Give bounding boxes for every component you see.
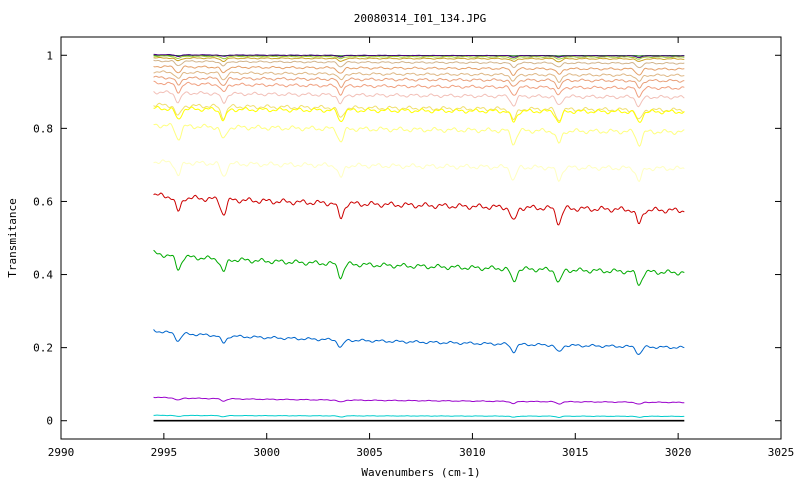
series-line-4: [153, 56, 685, 63]
x-tick-label: 3010: [459, 446, 486, 459]
series-line-10: [153, 90, 685, 108]
y-tick-label: 0.4: [33, 269, 53, 282]
series-line-13: [153, 122, 685, 147]
series-group: [153, 53, 685, 422]
x-axis: 2990 2995 3000 3005 3010 3015 3020 3025: [48, 37, 795, 459]
x-tick-label: 3020: [665, 446, 692, 459]
plot-frame: [60, 36, 782, 440]
series-line-16: [153, 249, 685, 286]
x-tick-label: 2990: [48, 446, 75, 459]
x-tick-label: 2995: [151, 446, 178, 459]
y-tick-label: 1: [46, 49, 53, 62]
y-axis-label: Transmitance: [6, 198, 19, 277]
x-tick-label: 3000: [253, 446, 280, 459]
series-line-15: [153, 192, 685, 226]
series-line-11: [153, 102, 685, 122]
x-tick-label: 3015: [562, 446, 589, 459]
series-line-12: [153, 105, 685, 124]
series-line-18: [153, 396, 685, 405]
y-tick-label: 0.8: [33, 122, 53, 135]
series-line-5: [153, 59, 685, 69]
series-line-14: [153, 159, 685, 183]
series-line-2: [153, 53, 685, 59]
chart-title: 20080314_I01_134.JPG: [354, 12, 486, 25]
series-line-8: [153, 75, 685, 90]
series-line-9: [153, 80, 685, 98]
x-tick-label: 3005: [356, 446, 383, 459]
y-tick-label: 0.6: [33, 195, 53, 208]
y-tick-label: 0.2: [33, 342, 53, 355]
x-tick-label: 3025: [768, 446, 795, 459]
series-line-17: [153, 329, 685, 356]
series-line-19: [153, 414, 685, 418]
y-tick-label: 0: [46, 415, 53, 428]
series-line-7: [153, 70, 685, 84]
x-axis-label: Wavenumbers (cm-1): [361, 466, 480, 479]
y-axis: 0 0.2 0.4 0.6 0.8 1: [33, 49, 781, 428]
series-line-3: [153, 55, 685, 60]
series-line-6: [153, 65, 685, 76]
